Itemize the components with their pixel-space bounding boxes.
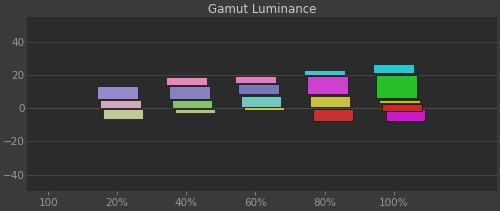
Bar	[96, 86, 138, 99]
Bar	[100, 100, 140, 108]
Bar	[386, 109, 425, 121]
Bar	[376, 75, 417, 98]
Bar	[166, 77, 207, 85]
Title: Gamut Luminance: Gamut Luminance	[208, 3, 316, 16]
Bar	[234, 76, 276, 83]
Bar	[307, 76, 348, 94]
Bar	[304, 70, 345, 75]
Bar	[238, 84, 279, 94]
Bar	[379, 100, 420, 103]
Bar	[314, 109, 353, 121]
Bar	[172, 100, 212, 108]
Bar	[244, 107, 284, 110]
Bar	[382, 104, 422, 111]
Bar	[103, 109, 143, 119]
Bar	[241, 96, 282, 107]
Bar	[169, 86, 209, 99]
Bar	[373, 64, 414, 73]
Bar	[310, 96, 350, 107]
Bar	[175, 109, 215, 113]
